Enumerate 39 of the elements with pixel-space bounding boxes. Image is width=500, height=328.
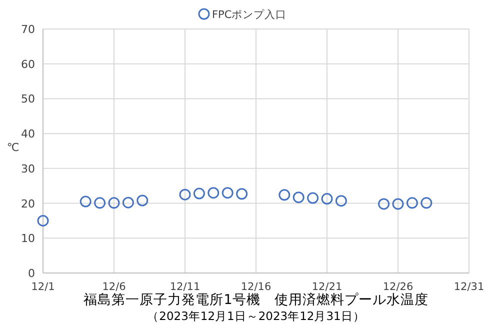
y-tick-label: 70 [21,23,35,36]
y-tick-label: 60 [21,58,35,71]
point [406,197,418,209]
x-tick-label: 12/6 [102,281,126,293]
point [335,195,347,207]
point [136,194,148,206]
y-tick-label: 20 [21,197,35,210]
x-tick-label: 12/11 [170,281,200,293]
text: 福島第一原子力発電所1号機 使用済燃料プール水温度 [84,292,428,308]
y-tick-label: 50 [21,92,35,106]
text: （2023年12月1日～2023年12月31日） [147,309,365,323]
point [193,188,205,200]
point [94,197,106,209]
y-tick-label: 0 [28,267,35,280]
point [378,198,390,210]
point [108,197,120,209]
legend-label: FPCポンプ入口 [212,8,287,21]
y-axis-title: ℃ [6,141,20,154]
point [236,188,248,200]
point [292,192,304,204]
y-tick-label: 30 [21,162,35,176]
x-tick-label: 12/31 [454,281,484,293]
x-tick-label: 12/21 [312,281,342,293]
point [80,196,92,208]
x-tick-label: 12/16 [240,281,272,293]
point [321,193,333,205]
point [179,188,191,200]
point [307,192,319,204]
y-tick-label: 10 [21,232,35,246]
point [122,196,134,208]
point [37,214,49,226]
x-tick-label: 12/26 [382,281,414,293]
point [278,189,290,201]
x-tick-label: 12/1 [31,281,55,293]
point [208,187,220,199]
point [392,198,404,210]
point [222,187,234,199]
point [420,197,432,209]
y-tick-label: 40 [21,128,35,141]
